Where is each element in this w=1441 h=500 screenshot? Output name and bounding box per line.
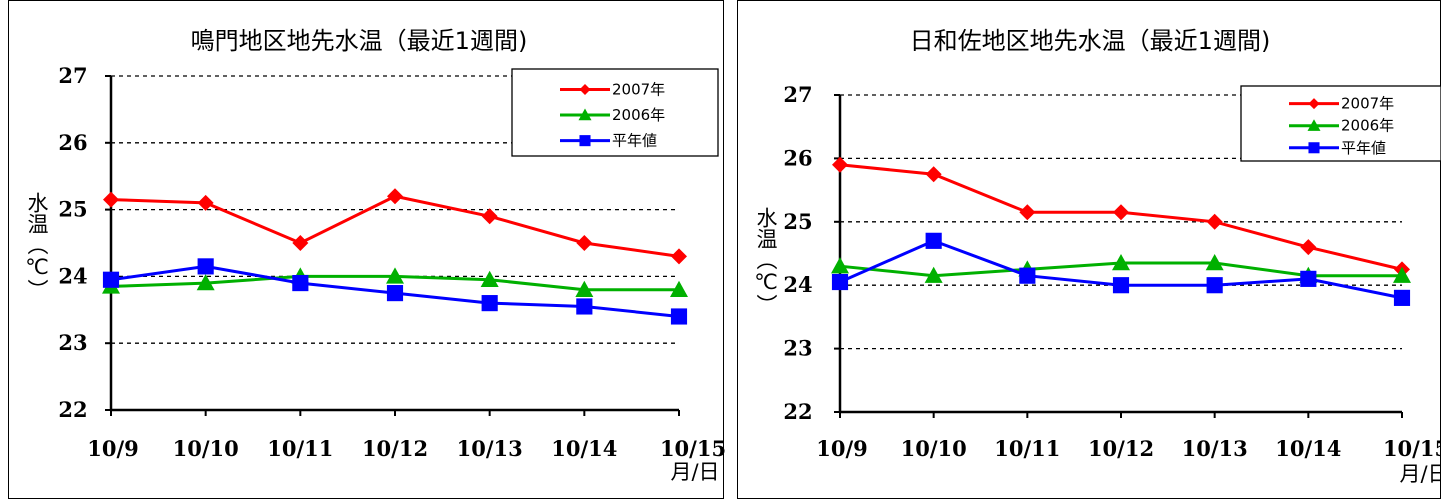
legend-box xyxy=(511,68,719,157)
y-tick-label: 27 xyxy=(783,82,812,107)
data-point xyxy=(1019,204,1036,221)
y-axis-label: 水温（℃） xyxy=(754,207,778,315)
legend-box xyxy=(1240,85,1441,162)
data-point xyxy=(1112,254,1130,271)
x-tick-label: 10/9 xyxy=(816,436,868,461)
data-point xyxy=(481,295,498,312)
data-point xyxy=(1113,204,1129,221)
y-tick-label: 25 xyxy=(58,197,87,222)
data-point xyxy=(670,280,688,297)
x-tick-label: 10/11 xyxy=(267,436,333,461)
y-tick-label: 23 xyxy=(58,330,87,355)
legend-marker xyxy=(1308,98,1320,110)
chart-panel-naruto: 鳴門地区地先水温（最近1週間) 27 26 25 24 23 22 10/9 10/10 10/… xyxy=(8,0,725,499)
data-point xyxy=(102,271,120,288)
data-point xyxy=(670,308,688,325)
y-tick-label: 24 xyxy=(58,263,87,288)
y-tick-label: 22 xyxy=(58,397,87,422)
x-tick-label: 10/13 xyxy=(1182,436,1248,461)
data-point xyxy=(1112,277,1130,294)
y-tick-label: 24 xyxy=(783,272,812,297)
legend-label: 2007年 xyxy=(612,80,665,98)
data-point xyxy=(292,235,309,251)
chart-title: 鳴門地区地先水温（最近1週間) xyxy=(191,27,528,55)
data-point xyxy=(387,188,403,205)
chart-panel-hiwasa: 日和佐地区地先水温（最近1週間) 27 26 25 24 23 22 10/9 10/10 10… xyxy=(737,0,1441,499)
y-tick-label: 27 xyxy=(58,63,87,88)
legend-marker xyxy=(579,135,591,147)
data-point xyxy=(671,248,687,265)
series-line xyxy=(110,194,680,258)
x-tick-label: 10/15 xyxy=(660,436,725,461)
x-unit-label: 月/日 xyxy=(670,460,719,484)
legend-label: 平年値 xyxy=(612,132,657,150)
y-axis-label: 水温（℃） xyxy=(25,192,49,300)
chart-title: 日和佐地区地先水温（最近1週間) xyxy=(910,27,1271,55)
legend-label: 2007年 xyxy=(1341,95,1394,113)
data-point xyxy=(197,258,214,275)
data-point xyxy=(103,191,119,208)
data-point xyxy=(386,285,404,302)
legend-marker xyxy=(579,83,591,95)
data-point xyxy=(831,273,849,291)
data-point xyxy=(197,194,214,211)
x-tick-label: 10/12 xyxy=(1088,436,1154,461)
data-point xyxy=(925,166,942,183)
data-point xyxy=(924,266,943,283)
y-tick-label: 26 xyxy=(58,130,87,155)
x-tick-label: 10/14 xyxy=(551,436,617,461)
x-tick-label: 10/11 xyxy=(994,436,1060,461)
data-point xyxy=(831,257,849,274)
y-tick-label: 26 xyxy=(783,145,812,170)
x-unit-label: 月/日 xyxy=(1399,462,1441,486)
x-tick-label: 10/12 xyxy=(362,436,428,461)
data-point xyxy=(575,280,594,297)
data-point xyxy=(576,298,593,315)
y-tick-label: 22 xyxy=(783,399,812,424)
x-tick-label: 10/14 xyxy=(1275,436,1341,461)
data-point xyxy=(386,267,404,284)
x-tick-label: 10/9 xyxy=(87,436,139,461)
data-point xyxy=(1300,239,1317,256)
data-point xyxy=(832,156,848,173)
data-point xyxy=(292,275,309,292)
data-point xyxy=(196,274,215,291)
y-tick-label: 25 xyxy=(783,209,812,234)
data-point xyxy=(480,270,499,287)
x-tick-label: 10/13 xyxy=(457,436,523,461)
data-point xyxy=(1019,267,1036,284)
legend-marker xyxy=(1308,142,1320,154)
x-tick-label: 10/10 xyxy=(901,436,967,461)
legend-marker xyxy=(1307,119,1321,131)
data-point xyxy=(1205,254,1224,271)
data-point xyxy=(1206,213,1223,230)
legend-label: 2006年 xyxy=(1341,117,1394,135)
data-point xyxy=(925,232,942,249)
legend-label: 平年値 xyxy=(1341,139,1386,157)
y-tick-label: 23 xyxy=(783,336,812,361)
data-point xyxy=(1393,266,1411,283)
x-tick-label: 10/15 xyxy=(1383,436,1441,461)
data-point xyxy=(1206,277,1223,294)
data-point xyxy=(1300,270,1317,287)
x-tick-label: 10/10 xyxy=(173,436,239,461)
legend-label: 2006年 xyxy=(612,106,665,124)
data-point xyxy=(1393,289,1411,306)
legend-marker xyxy=(578,108,592,121)
data-point xyxy=(576,235,593,251)
data-point xyxy=(481,208,498,225)
